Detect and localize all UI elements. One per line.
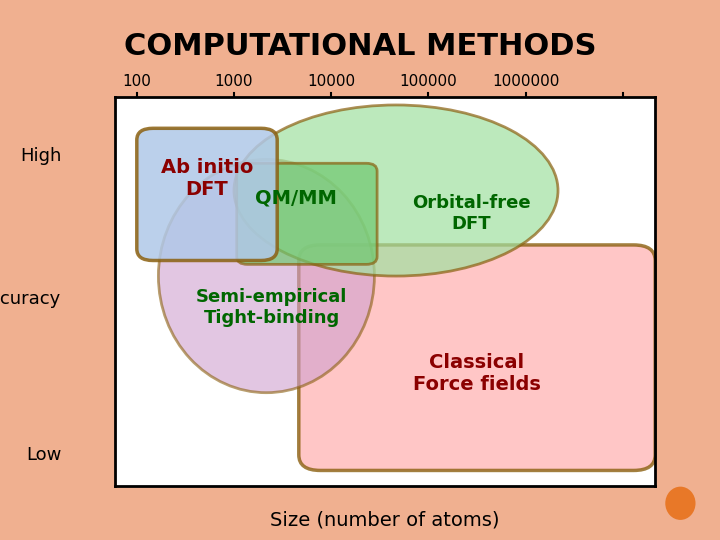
- Text: Classical
Force fields: Classical Force fields: [413, 353, 541, 394]
- Text: 1000000: 1000000: [492, 75, 559, 90]
- Text: Ab initio
DFT: Ab initio DFT: [161, 158, 253, 199]
- Text: COMPUTATIONAL METHODS: COMPUTATIONAL METHODS: [124, 32, 596, 62]
- Ellipse shape: [234, 105, 558, 276]
- Text: 100: 100: [122, 75, 151, 90]
- Text: High: High: [20, 146, 61, 165]
- Ellipse shape: [158, 159, 374, 393]
- FancyBboxPatch shape: [237, 163, 377, 265]
- FancyBboxPatch shape: [137, 129, 277, 260]
- Text: 1000: 1000: [215, 75, 253, 90]
- Text: Accuracy: Accuracy: [0, 291, 61, 308]
- Text: Semi-empirical
Tight-binding: Semi-empirical Tight-binding: [196, 288, 348, 327]
- FancyBboxPatch shape: [299, 245, 655, 470]
- Text: 10000: 10000: [307, 75, 355, 90]
- Text: 100000: 100000: [400, 75, 457, 90]
- Text: Orbital-free
DFT: Orbital-free DFT: [413, 194, 531, 233]
- Text: Size (number of atoms): Size (number of atoms): [271, 510, 500, 529]
- Text: QM/MM: QM/MM: [255, 189, 337, 208]
- Text: Low: Low: [26, 446, 61, 464]
